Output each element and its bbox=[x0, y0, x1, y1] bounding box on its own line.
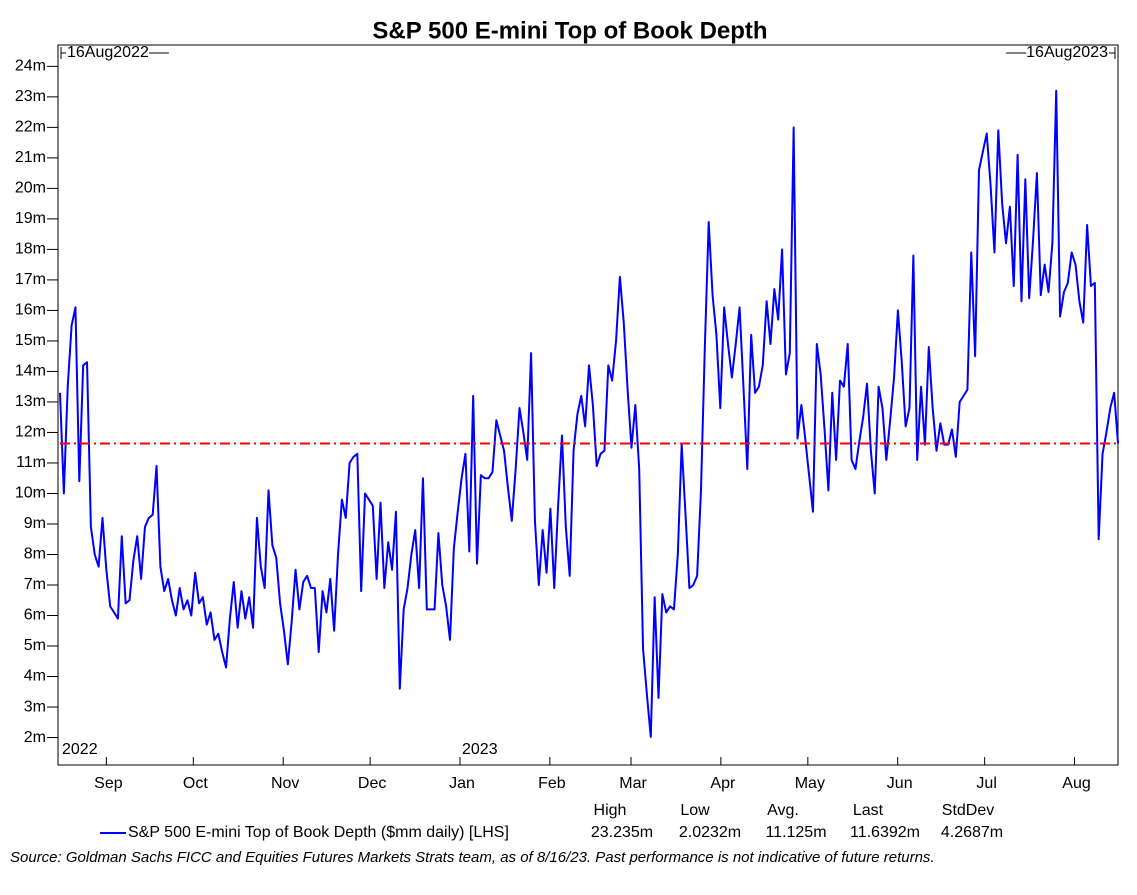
x-tick-label: Mar bbox=[619, 775, 647, 792]
y-tick-label: 21m bbox=[15, 149, 46, 166]
y-tick-label: 13m bbox=[15, 393, 46, 410]
stat-value: 11.6392m bbox=[850, 824, 920, 841]
y-tick-label: 2m bbox=[24, 729, 46, 746]
y-tick-label: 17m bbox=[15, 271, 46, 288]
stat-name: StdDev bbox=[942, 802, 994, 819]
chart-title: S&P 500 E-mini Top of Book Depth bbox=[372, 17, 767, 44]
y-tick-label: 8m bbox=[24, 546, 46, 563]
y-tick-label: 10m bbox=[15, 485, 46, 502]
source-note: Source: Goldman Sachs FICC and Equities … bbox=[10, 849, 935, 866]
stat-value: 4.2687m bbox=[941, 824, 1003, 841]
y-tick-label: 18m bbox=[15, 241, 46, 258]
stat-name: Low bbox=[680, 802, 710, 819]
data-line bbox=[59, 89, 1119, 738]
y-tick-label: 15m bbox=[15, 332, 46, 349]
stat-value: 11.125m bbox=[765, 824, 826, 841]
y-tick-label: 19m bbox=[15, 210, 46, 227]
range-start-label: 16Aug2022 bbox=[67, 44, 149, 61]
year-label: 2022 bbox=[62, 741, 98, 758]
y-tick-label: 11m bbox=[16, 454, 46, 471]
y-tick-label: 22m bbox=[15, 119, 46, 136]
x-tick-label: Dec bbox=[358, 775, 386, 792]
y-tick-label: 16m bbox=[15, 302, 46, 319]
y-tick-label: 4m bbox=[24, 668, 46, 685]
y-tick-label: 3m bbox=[24, 698, 46, 715]
y-tick-label: 12m bbox=[15, 424, 46, 441]
x-tick-label: Jan bbox=[449, 775, 475, 792]
year-label: 2023 bbox=[462, 741, 498, 758]
legend-label: S&P 500 E-mini Top of Book Depth ($mm da… bbox=[128, 824, 509, 841]
x-tick-label: Feb bbox=[538, 775, 566, 792]
x-tick-label: Jul bbox=[976, 775, 996, 792]
stat-name: Last bbox=[853, 802, 884, 819]
y-tick-label: 5m bbox=[24, 637, 46, 654]
y-tick-label: 20m bbox=[15, 180, 46, 197]
y-tick-label: 24m bbox=[15, 58, 46, 75]
y-tick-label: 7m bbox=[24, 576, 46, 593]
x-tick-label: Aug bbox=[1062, 775, 1090, 792]
range-end-label: 16Aug2023 bbox=[1026, 44, 1108, 61]
x-tick-label: Sep bbox=[94, 775, 123, 792]
x-tick-label: May bbox=[795, 775, 825, 792]
stat-value: 23.235m bbox=[591, 824, 653, 841]
x-tick-label: Oct bbox=[183, 775, 208, 792]
stat-value: 2.0232m bbox=[679, 824, 741, 841]
stat-name: High bbox=[594, 802, 627, 819]
x-tick-label: Apr bbox=[710, 775, 736, 792]
x-tick-label: Jun bbox=[887, 775, 913, 792]
y-tick-label: 6m bbox=[24, 607, 46, 624]
stat-name: Avg. bbox=[767, 802, 799, 819]
y-tick-label: 14m bbox=[15, 363, 46, 380]
x-tick-label: Nov bbox=[271, 775, 299, 792]
plot-frame bbox=[57, 44, 1119, 766]
y-tick-label: 23m bbox=[15, 88, 46, 105]
y-tick-label: 9m bbox=[24, 515, 46, 532]
